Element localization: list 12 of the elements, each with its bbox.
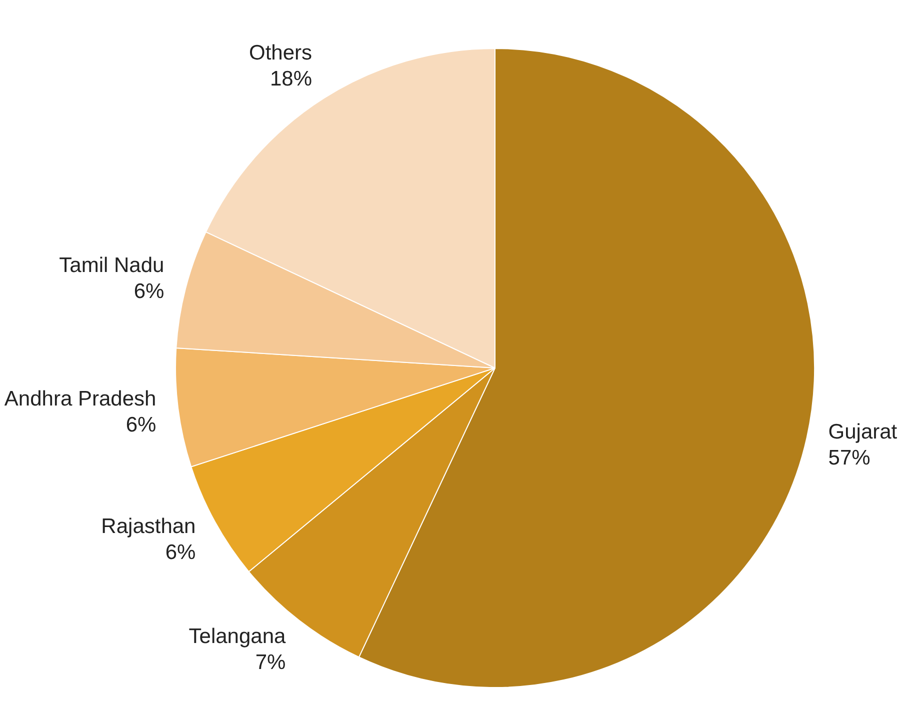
data-label: 7% xyxy=(255,650,286,674)
slice-label: Gujarat xyxy=(828,420,898,444)
slice-label: Telangana xyxy=(188,624,286,648)
data-label: 18% xyxy=(270,67,312,90)
data-label: 6% xyxy=(134,280,164,303)
slice-label: Tamil Nadu xyxy=(59,254,164,277)
data-label: 57% xyxy=(828,446,870,470)
slice-label: Rajasthan xyxy=(101,514,196,538)
slice-label: Andhra Pradesh xyxy=(4,388,156,411)
slice-label: Others xyxy=(248,41,312,64)
data-label: 6% xyxy=(165,540,196,564)
data-label: 6% xyxy=(126,414,156,437)
